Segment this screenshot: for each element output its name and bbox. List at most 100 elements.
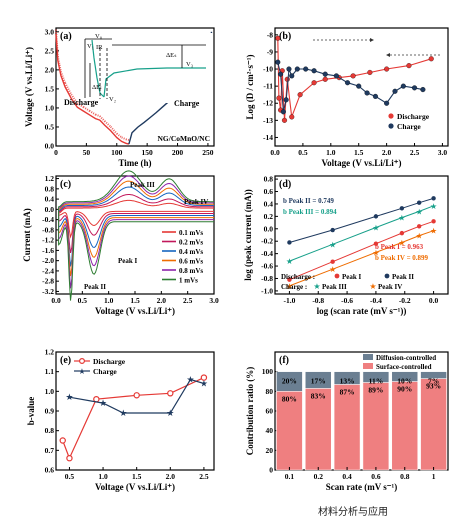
panel-a-x-tick-label: 200 — [172, 148, 184, 157]
panel-d-fit-line-1 — [289, 205, 434, 262]
panel-f-bar-surface — [305, 388, 332, 471]
panel-b-legend-label: Charge — [397, 122, 421, 131]
panel-f-bar-label: 89% — [368, 385, 383, 394]
panel-f-bar-diffusion — [305, 371, 332, 389]
panel-d-frame — [274, 175, 449, 295]
panel-b-point — [400, 83, 406, 89]
panel-f-x-tick-label: 0.1 — [285, 472, 295, 481]
panel-c-xlabel: Voltage (V vs.Li/Li⁺) — [95, 306, 175, 316]
panel-b-point — [406, 63, 412, 69]
panel-b-point — [333, 73, 339, 79]
panel-d-x-tick-label: -0.4 — [370, 296, 382, 305]
panel-a-inset-label: ΔEₛ — [166, 52, 177, 59]
panel-b-point — [322, 71, 328, 77]
panel-d-point: ★ — [430, 227, 437, 236]
panel-f-bar-diffusion — [276, 371, 303, 392]
panel-c-legend-label: 0.4 mVs — [179, 248, 203, 256]
panel-d-ylabel: log (peak current (mA)) — [243, 189, 253, 281]
panel-f-x-tick-label: 0.8 — [400, 472, 410, 481]
panel-d-legend-label: Peak II — [392, 273, 414, 281]
panel-f-bar-surface — [391, 381, 418, 471]
panel-d-fit-line-3 — [289, 230, 434, 287]
panel-b-y-tick-label: -12 — [263, 99, 273, 108]
panel-b-point — [294, 66, 300, 72]
panel-d-point — [431, 196, 436, 201]
panel-d-point — [330, 227, 335, 233]
panel-c-y-tick-label: -3.2 — [42, 287, 54, 296]
panel-a-discharge-pulse — [55, 29, 59, 57]
panel-a-inset-label: ΔEₜ — [92, 84, 102, 91]
panel-b-point — [364, 90, 370, 96]
panel-c-x-tick-label: 2.5 — [183, 296, 193, 305]
panel-c-legend-label: 0.8 mVs — [179, 267, 203, 275]
panel-b-point — [384, 66, 390, 72]
panel-f-x-tick-label: 1 — [432, 472, 436, 481]
panel-d-point — [399, 206, 405, 211]
panel-d-point — [373, 241, 379, 246]
panel-f-bar-surface — [362, 382, 390, 471]
panel-d-y-tick-label: 0.6 — [264, 187, 274, 196]
panel-c-x-tick-label: 1.0 — [104, 296, 114, 305]
panel-d-point: ★ — [286, 282, 293, 291]
panel-d-point: ★ — [416, 207, 423, 216]
panel-d-point — [287, 277, 292, 282]
panel-c-legend-label: 0.2 mVs — [179, 239, 203, 247]
panel-e-legend-marker — [78, 358, 85, 365]
panel-b-point — [275, 59, 281, 65]
panel-c-y-tick-label: -2.8 — [42, 277, 54, 286]
panel-f-bar-label: 10% — [397, 377, 412, 386]
panel-f-bar-surface — [333, 384, 361, 471]
panel-c-y-tick-label: 1.2 — [45, 174, 55, 183]
panel-e-point — [167, 390, 174, 397]
panel-b-point — [297, 92, 303, 98]
panel-b-x-tick-label: 2.0 — [382, 148, 392, 157]
panel-f-bar-label: 90% — [397, 385, 412, 394]
panel-f-y-tick-label: 60 — [266, 407, 274, 416]
panel-e-point — [66, 455, 73, 462]
panel-d-y-tick-label: -0.8 — [261, 274, 273, 283]
panel-b-point — [367, 69, 373, 76]
panel-c-y-tick-label: -2.4 — [42, 266, 54, 275]
panel-b-point — [280, 109, 286, 115]
panel-b-letter: (b) — [279, 31, 291, 42]
panel-b-legend-marker — [388, 113, 394, 119]
panel-d-legend-label: Peak IV — [378, 283, 402, 291]
panel-a-y-tick-label: 3.0 — [45, 27, 55, 36]
panel-b-y-tick-label: -11 — [263, 82, 273, 91]
panel-e-legend-label: Discharge — [93, 357, 126, 366]
panel-b-point — [372, 93, 379, 99]
panel-c-x-tick-label: 1.5 — [130, 296, 140, 305]
panel-c-legend-label: 1 mVs — [179, 277, 198, 285]
panel-a-x-tick-label: 250 — [202, 148, 214, 157]
panel-b-point — [276, 95, 282, 101]
panel-a-y-tick-label: 2.5 — [45, 46, 55, 55]
panel-b-x-tick-label: 2.5 — [410, 148, 420, 157]
panel-b-point — [311, 80, 317, 86]
panel-d-point — [330, 259, 335, 264]
panel-d-y-tick-label: -0.6 — [261, 262, 273, 271]
panel-e-x-tick-label: 2.0 — [166, 472, 176, 481]
panel-a-inset-label: V₃ — [186, 61, 193, 68]
panel-b-x-tick-label: 1.5 — [354, 148, 364, 157]
panel-b-point — [311, 68, 317, 74]
panel-e-point: ★ — [65, 393, 73, 403]
panel-d-fit-line-0 — [289, 197, 434, 243]
panel-d-point — [287, 240, 292, 245]
panel-d-y-tick-label: -0.4 — [261, 249, 273, 258]
panel-b-point — [278, 71, 284, 77]
panel-f-y-tick-label: 0 — [269, 466, 273, 475]
panel-c-y-tick-label: -2.0 — [42, 256, 54, 265]
panel-a-discharge-pulse — [109, 126, 118, 135]
panel-b-arrowhead-left — [386, 53, 390, 57]
panel-a-y-tick-label: 1.5 — [45, 84, 55, 93]
panel-b-point — [322, 76, 328, 82]
panel-a-discharge-pulse — [116, 132, 123, 139]
panel-e-y-tick-label: 1.1 — [45, 367, 55, 376]
panel-e-y-tick-label: 0.8 — [45, 426, 55, 435]
panel-b-arrowhead-right — [370, 38, 374, 42]
panel-e-point: ★ — [200, 379, 208, 389]
panel-f-x-tick-label: 0.6 — [371, 472, 381, 481]
panel-b-ylabel: Log (D / cm²·s⁻¹) — [245, 55, 255, 120]
panel-d-b-label: b Peak II = 0.749 — [283, 197, 334, 205]
